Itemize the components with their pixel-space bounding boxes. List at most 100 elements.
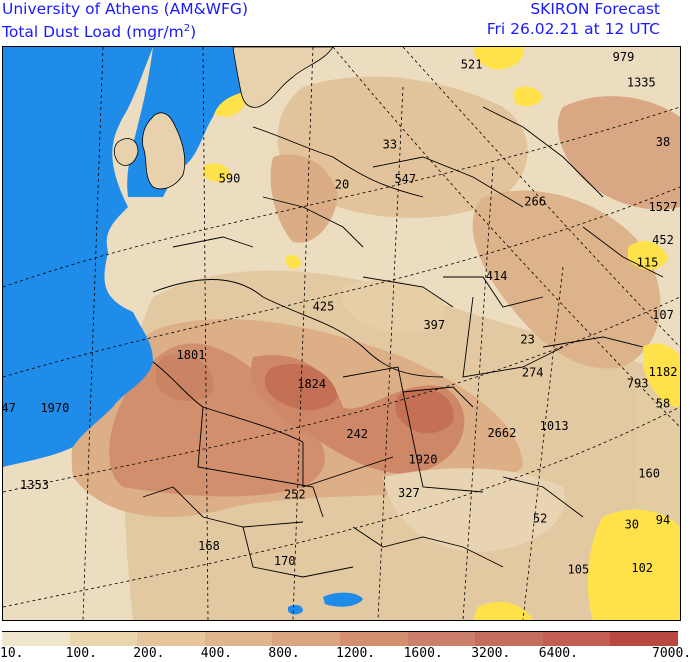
border-line: [352, 526, 504, 568]
colorbar: [2, 631, 678, 646]
dust-value-label: 52: [533, 512, 547, 526]
atlantic-ocean: [3, 47, 153, 467]
parallel-line: [3, 296, 680, 493]
colorbar-label: 1600.: [403, 646, 443, 661]
dust-value-label: 33: [383, 138, 397, 152]
meridian-line: [462, 166, 494, 620]
field-label: Total Dust Load (mgr/m: [2, 23, 184, 42]
dust-value-label: 1824: [297, 377, 326, 391]
border-line: [362, 276, 454, 308]
yellow-patch-africa-south: [473, 601, 533, 620]
border-line: [402, 391, 484, 493]
dust-value-label: 452: [652, 233, 674, 247]
dust-band-italy: [270, 154, 338, 243]
dust-value-label: 105: [568, 563, 590, 577]
colorbar-label: 400.: [200, 646, 233, 661]
colorbar-label: 200.: [133, 646, 165, 661]
dust-value-label: 38: [656, 135, 670, 149]
border-line: [262, 196, 364, 248]
dust-value-label: 23: [520, 333, 534, 347]
border-line: [172, 236, 254, 248]
dust-value-label: 168: [198, 539, 220, 553]
dust-band-europe: [277, 76, 528, 218]
yellow-patch-east-europe: [473, 47, 524, 70]
lake-victoria: [288, 604, 303, 615]
dust-value-label: 252: [284, 488, 306, 502]
yellow-patch-tunisia: [286, 254, 301, 269]
dust-core-1: [264, 363, 338, 411]
colorbar-label: 7000.: [652, 646, 692, 661]
meridian-line: [377, 86, 404, 620]
colorbar-swatch: [475, 632, 543, 646]
map-canvas: 521 979 33 1335 547 20 266 38 590 414 115 1527 397 42…: [3, 47, 680, 620]
dust-band-east: [557, 96, 680, 210]
field-exponent: 2: [183, 23, 191, 34]
colorbar-swatch: [2, 632, 70, 646]
yellow-patch-arabia: [628, 240, 668, 270]
colorbar-label: 6400.: [538, 646, 578, 661]
parallel-line: [3, 106, 680, 288]
dust-value-label: 1970: [40, 401, 69, 415]
dust-value-label: 170: [274, 554, 296, 568]
valid-time: Fri 26.02.21 at 12 UTC: [486, 20, 660, 38]
dust-value-label: 160: [638, 467, 660, 481]
dust-value-label: 147: [3, 401, 16, 415]
dust-band-middle-east: [472, 190, 661, 369]
dust-value-label: 547: [394, 172, 416, 186]
yellow-patch-russia: [513, 86, 543, 107]
land-masses: [113, 47, 334, 190]
dust-value-label: 1920: [409, 452, 438, 466]
dust-value-label: 20: [335, 178, 349, 192]
dust-band-libya: [341, 279, 445, 333]
colorbar-label: 3200.: [471, 646, 511, 661]
yellow-patch-ethiopia: [643, 343, 680, 407]
model-title: SKIRON Forecast: [530, 0, 660, 18]
dust-value-label: 793: [627, 377, 649, 391]
colorbar-label: 100.: [65, 646, 97, 661]
parallel-line: [402, 47, 680, 348]
border-line: [197, 406, 324, 518]
dust-value-label: 242: [346, 427, 368, 441]
dust-value-label: 327: [398, 486, 420, 500]
graticule: [3, 47, 680, 620]
dust-map: 521 979 33 1335 547 20 266 38 590 414 115 1527 397 42…: [2, 46, 681, 621]
colorbar-swatch: [339, 632, 408, 646]
colorbar-labels: 10. 100. 200. 400. 800. 1200. 1600. 3200. 6400. 7…: [0, 646, 700, 662]
dust-value-label: 115: [637, 256, 659, 270]
meridian-line: [522, 266, 564, 620]
colorbar-swatch: [407, 632, 476, 646]
dust-core-2: [395, 388, 454, 434]
great-britain: [142, 112, 186, 190]
dust-value-label: 425: [313, 299, 335, 313]
dust-value-label: 521: [461, 58, 483, 72]
border-line: [242, 526, 354, 578]
dust-value-label: 979: [613, 50, 635, 64]
yellow-patch-alps: [203, 163, 231, 182]
dust-value-label: 1527: [649, 200, 678, 214]
parallel-line: [3, 406, 680, 608]
border-line: [372, 156, 524, 208]
colorbar-swatch: [137, 632, 205, 646]
border-line: [582, 226, 664, 278]
dust-value-label: 1335: [627, 75, 656, 89]
dust-value-label: 30: [625, 517, 639, 531]
dust-value-label: 1013: [540, 419, 569, 433]
dust-value-label: 58: [656, 397, 670, 411]
dust-value-label: 1182: [649, 365, 678, 379]
parallel-line: [3, 186, 680, 378]
yellow-patch-se: [587, 509, 680, 620]
dust-value-label: 107: [652, 308, 674, 322]
dust-value-label: 397: [423, 318, 445, 332]
dust-value-label: 274: [522, 366, 544, 380]
colorbar-swatch: [610, 632, 678, 646]
country-borders: [142, 106, 664, 578]
institution-title: University of Athens (AM&WFG): [2, 0, 248, 18]
border-line: [482, 106, 604, 198]
dust-value-label: 590: [219, 172, 241, 186]
colorbar-label: 1200.: [336, 646, 376, 661]
parallel-line: [332, 47, 680, 428]
border-line: [502, 476, 584, 518]
border-line: [443, 276, 544, 308]
value-labels: 521 979 33 1335 547 20 266 38 590 414 115 1527 397 42…: [3, 50, 677, 577]
colorbar-swatch: [272, 632, 340, 646]
